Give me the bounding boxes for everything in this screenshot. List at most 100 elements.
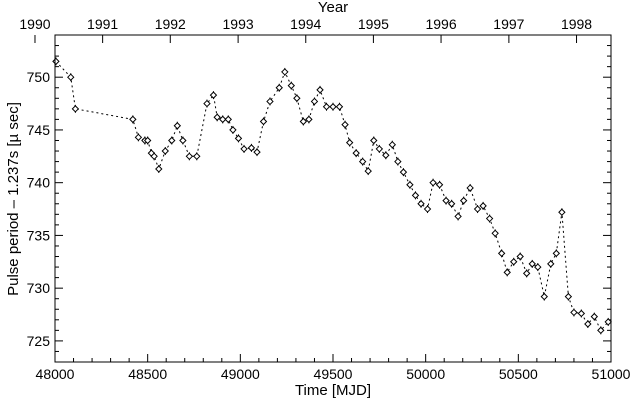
- x-tick-label: 50000: [406, 366, 445, 382]
- data-point: [375, 145, 384, 153]
- data-point: [411, 191, 420, 200]
- data-point: [209, 91, 218, 99]
- data-point: [577, 309, 586, 318]
- data-point: [335, 103, 344, 111]
- year-tick-label: 1996: [425, 16, 456, 32]
- data-point: [442, 196, 450, 205]
- data-point: [143, 136, 152, 145]
- year-tick-label: 1993: [223, 16, 254, 32]
- data-point: [491, 229, 499, 238]
- data-point: [224, 115, 232, 124]
- x-tick-label: 49500: [314, 366, 353, 382]
- data-point: [240, 145, 248, 153]
- data-point: [310, 97, 319, 106]
- data-point: [155, 165, 163, 173]
- year-tick-label: 1991: [87, 16, 118, 32]
- data-point: [266, 97, 274, 106]
- data-point: [479, 202, 487, 210]
- data-point: [429, 178, 437, 187]
- data-point: [173, 122, 182, 130]
- data-point: [558, 208, 566, 216]
- data-point: [604, 318, 612, 326]
- data-point: [341, 120, 349, 129]
- data-point: [552, 249, 561, 258]
- data-point: [435, 181, 444, 189]
- data-point: [203, 99, 211, 108]
- data-point: [382, 151, 390, 159]
- year-tick-label: 1998: [561, 16, 592, 32]
- data-point: [293, 94, 301, 102]
- data-point: [584, 320, 592, 328]
- series-layer: [52, 57, 612, 335]
- data-point: [281, 68, 289, 76]
- data-point: [358, 157, 367, 166]
- data-point: [150, 152, 158, 161]
- data-point: [406, 181, 414, 189]
- data-point: [570, 308, 578, 317]
- tick-labels: 48000 48500 49000 49500 50000 50500 51000 1990 1…: [19, 16, 630, 382]
- data-point: [322, 103, 331, 111]
- top-axis-label: Year: [318, 0, 348, 16]
- data-point: [134, 133, 143, 142]
- data-point: [168, 136, 176, 145]
- data-point: [161, 147, 169, 155]
- data-point: [399, 168, 408, 176]
- data-point: [547, 260, 555, 268]
- y-tick-label: 750: [27, 69, 51, 85]
- tick-marks: [34, 34, 612, 363]
- data-point: [329, 103, 337, 111]
- data-point: [352, 149, 360, 157]
- data-point: [364, 167, 372, 175]
- data-point: [497, 249, 506, 258]
- y-tick-label: 725: [27, 333, 51, 349]
- data-point: [503, 268, 511, 277]
- data-point: [447, 200, 456, 208]
- data-point: [423, 205, 432, 213]
- data-point: [473, 205, 482, 213]
- y-axis-label: Pulse period – 1.237s [µ sec]: [5, 102, 22, 296]
- data-point: [234, 134, 243, 143]
- year-tick-label: 1995: [358, 16, 389, 32]
- y-tick-label: 745: [27, 122, 51, 138]
- data-point: [71, 105, 80, 113]
- year-tick-label: 1990: [19, 16, 50, 32]
- plot-frame: [54, 34, 612, 363]
- x-tick-label: 48500: [128, 366, 167, 382]
- data-point: [454, 212, 462, 221]
- series-line: [55, 61, 609, 332]
- y-tick-label: 740: [27, 175, 51, 191]
- data-point: [316, 86, 324, 94]
- data-point: [534, 263, 542, 271]
- y-tick-label: 735: [27, 227, 51, 243]
- data-point: [275, 84, 283, 92]
- y-tick-label: 730: [27, 280, 51, 296]
- data-point: [247, 144, 256, 152]
- year-tick-label: 1997: [493, 16, 524, 32]
- data-point: [259, 117, 268, 126]
- data-point: [540, 292, 548, 301]
- data-point: [459, 196, 468, 205]
- data-point: [299, 117, 308, 126]
- data-point: [179, 136, 187, 145]
- data-point: [417, 200, 425, 208]
- x-axis-label: Time [MJD]: [295, 382, 371, 399]
- data-point: [253, 148, 261, 156]
- year-tick-label: 1992: [155, 16, 186, 32]
- x-tick-label: 50500: [499, 366, 538, 382]
- data-point: [388, 140, 397, 149]
- data-point: [185, 152, 194, 161]
- data-point: [345, 138, 354, 147]
- data-point: [287, 81, 296, 90]
- year-tick-label: 1994: [290, 16, 321, 32]
- x-tick-label: 51000: [592, 366, 631, 382]
- data-point: [528, 260, 536, 268]
- data-point: [229, 126, 237, 134]
- data-point: [67, 73, 75, 81]
- data-point: [564, 292, 573, 301]
- data-point: [129, 115, 137, 124]
- data-point: [516, 252, 524, 261]
- data-point: [52, 57, 60, 66]
- data-point: [370, 136, 378, 145]
